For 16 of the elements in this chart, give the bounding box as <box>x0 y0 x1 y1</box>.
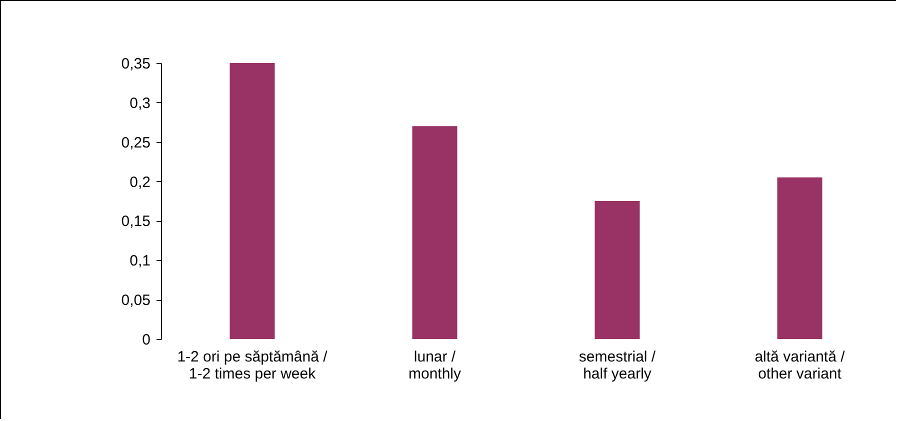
bar <box>412 126 458 339</box>
y-tick-label: 0,35 <box>121 56 150 72</box>
y-tick-label: 0,05 <box>121 292 150 310</box>
x-tick-label: semestrial / half yearly <box>578 348 656 382</box>
bar <box>777 177 822 339</box>
x-tick-label: lunar / monthly <box>408 348 462 382</box>
bar <box>594 201 640 339</box>
y-tick-label: 0,1 <box>130 252 150 270</box>
x-tick-label: altă variantă / other variant <box>754 348 846 382</box>
x-tick-label: 1-2 ori pe săptămână / 1-2 times per week <box>177 348 328 382</box>
y-tick-label: 0 <box>142 332 150 348</box>
y-tick-label: 0,3 <box>130 94 150 112</box>
y-tick-label: 0,25 <box>121 134 150 152</box>
y-tick-label: 0,2 <box>130 174 150 191</box>
y-tick-label: 0,15 <box>121 213 150 230</box>
bar <box>230 63 275 339</box>
